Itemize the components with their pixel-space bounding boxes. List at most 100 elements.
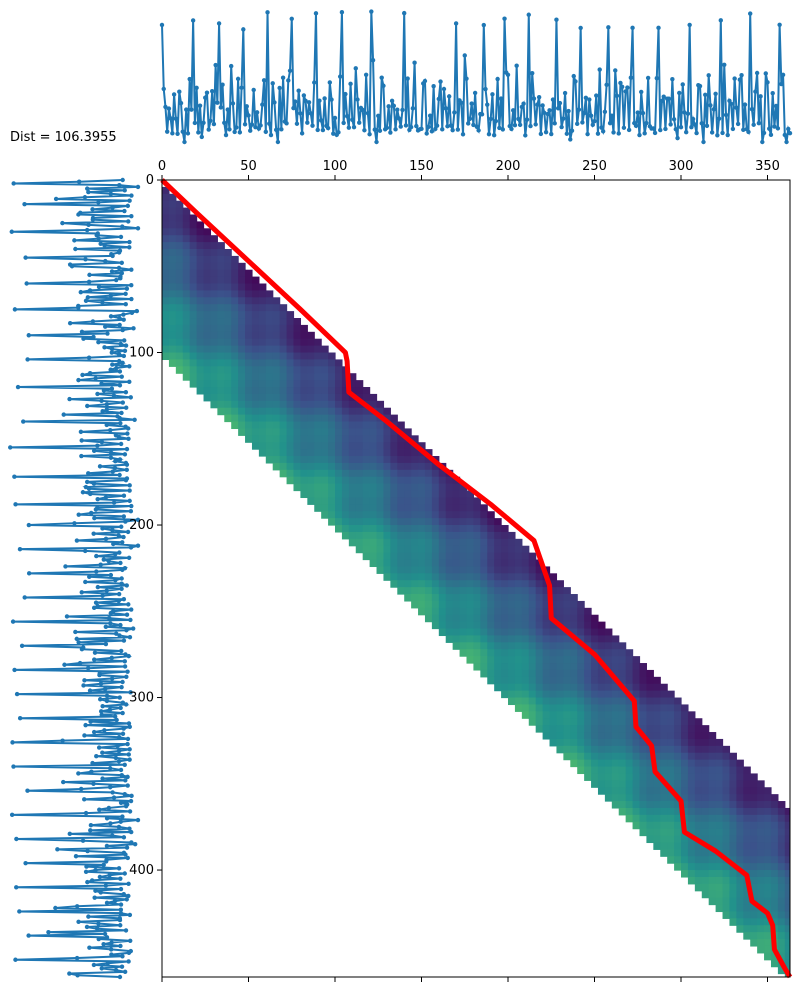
top-series-point: [509, 126, 514, 132]
x-tick-label: 200: [496, 159, 521, 174]
top-series-point: [336, 130, 341, 135]
left-series-point: [128, 545, 134, 550]
top-series-point: [678, 125, 684, 130]
left-series-point: [77, 660, 83, 666]
left-series-point: [76, 212, 81, 217]
left-series-point: [93, 376, 98, 381]
left-series-point: [76, 179, 82, 184]
top-series-point: [569, 128, 575, 133]
left-series-point: [123, 702, 129, 707]
left-series-point: [60, 220, 65, 226]
left-series-point: [83, 579, 88, 585]
left-series-point: [122, 208, 127, 214]
left-series-point: [135, 226, 141, 231]
left-series-point: [121, 726, 126, 731]
left-series-point: [129, 793, 134, 799]
left-series-point: [118, 943, 123, 949]
top-series-point: [197, 103, 203, 108]
left-series-point: [88, 822, 94, 828]
top-series-point: [206, 127, 211, 132]
top-series-point: [419, 126, 424, 132]
left-series-point: [118, 819, 123, 824]
left-series-point: [74, 904, 80, 909]
top-series-point: [488, 116, 493, 122]
left-series-point: [84, 479, 90, 485]
top-series-point: [623, 89, 628, 94]
top-series-point: [303, 98, 308, 104]
left-series-point: [85, 848, 90, 854]
top-series-point: [159, 22, 165, 28]
top-series-point: [754, 70, 760, 76]
top-series-point: [739, 72, 744, 78]
top-series-point: [666, 96, 672, 101]
top-series-point: [427, 113, 433, 118]
top-series-point: [770, 90, 775, 96]
top-series-point: [396, 116, 402, 121]
top-series-point: [670, 76, 675, 82]
top-series-point: [273, 127, 279, 133]
left-series-point: [129, 607, 134, 612]
left-series-point: [116, 759, 122, 764]
top-series-point: [613, 68, 618, 73]
left-series-point: [15, 384, 21, 390]
left-series-point: [122, 791, 127, 797]
left-series-point: [119, 576, 124, 581]
left-series-point: [98, 241, 103, 247]
left-series-point: [94, 553, 99, 559]
left-series-point: [62, 662, 67, 667]
left-series-point: [46, 929, 51, 935]
top-series-point: [671, 117, 677, 122]
top-series-point: [528, 123, 533, 129]
top-series-point: [196, 130, 201, 135]
left-series-point: [101, 862, 106, 868]
top-series-point: [410, 106, 416, 111]
x-tick-label: 250: [582, 159, 607, 174]
left-series-point: [96, 921, 101, 926]
left-series-point: [120, 954, 125, 959]
warping-path: [160, 178, 793, 979]
left-series-point: [118, 705, 123, 711]
top-series-point: [467, 116, 473, 122]
left-series-point: [93, 888, 98, 893]
left-series-point: [123, 852, 128, 857]
left-series-point: [127, 724, 132, 730]
top-series-point: [429, 129, 435, 134]
top-series-point: [742, 102, 748, 107]
left-series-point: [135, 184, 141, 190]
left-series-point: [117, 695, 122, 700]
top-series-point: [433, 126, 438, 132]
left-series-point: [91, 334, 96, 340]
top-series-point: [578, 25, 583, 31]
top-series-point: [633, 123, 639, 129]
left-series-point: [111, 500, 117, 505]
top-series-point: [348, 81, 353, 87]
top-series-point: [434, 123, 440, 128]
left-series-point: [117, 457, 123, 462]
top-series-point: [291, 105, 296, 111]
left-series-point: [100, 408, 105, 414]
top-series-point: [249, 122, 255, 127]
top-series-point: [199, 134, 204, 140]
left-series-point: [111, 795, 117, 800]
top-series-point: [246, 113, 251, 118]
top-series-point: [564, 131, 570, 136]
top-series-point: [626, 127, 632, 133]
left-series-point: [114, 277, 119, 283]
left-series-point: [85, 879, 90, 885]
left-series-point: [129, 267, 134, 272]
left-series-point: [95, 603, 100, 609]
left-series-point: [121, 317, 126, 322]
top-series-point: [734, 105, 739, 110]
top-series-point: [286, 78, 291, 83]
left-series-point: [63, 564, 68, 569]
left-series-point: [116, 598, 121, 604]
left-series-point: [119, 648, 124, 654]
top-series-point: [220, 82, 225, 87]
left-series-point: [99, 381, 104, 386]
left-series-point: [76, 305, 81, 310]
left-series-point: [123, 652, 128, 657]
left-series-point: [123, 343, 129, 348]
left-series-point: [108, 821, 113, 826]
left-series-point: [109, 346, 115, 352]
top-series-point: [393, 127, 398, 132]
